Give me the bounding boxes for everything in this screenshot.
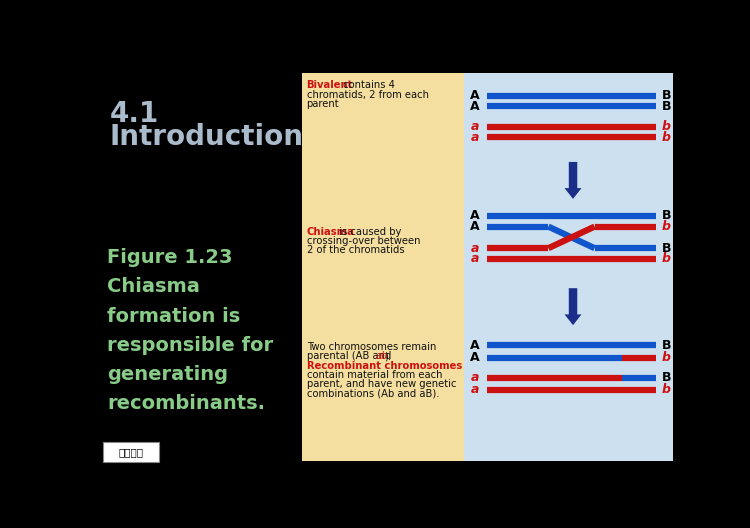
- Text: B: B: [662, 242, 671, 254]
- Text: ab: ab: [376, 351, 388, 361]
- Text: responsible for: responsible for: [107, 336, 273, 355]
- Bar: [302, 73, 464, 460]
- Text: a: a: [471, 242, 479, 254]
- FancyArrow shape: [565, 162, 581, 199]
- Text: a: a: [471, 371, 479, 384]
- Text: a: a: [471, 252, 479, 266]
- Text: crossing-over between: crossing-over between: [307, 236, 420, 246]
- Bar: [104, 442, 159, 462]
- Text: ).: ).: [384, 351, 392, 361]
- Text: recombinants.: recombinants.: [107, 394, 266, 413]
- Text: b: b: [662, 220, 670, 233]
- Text: parent: parent: [307, 99, 339, 109]
- Text: contains 4: contains 4: [340, 80, 395, 90]
- Text: b: b: [662, 131, 670, 144]
- Text: is caused by: is caused by: [336, 227, 401, 237]
- Text: combinations (Ab and aB).: combinations (Ab and aB).: [307, 388, 439, 398]
- Text: A: A: [470, 89, 479, 102]
- Text: b: b: [662, 383, 670, 397]
- Text: a: a: [471, 383, 479, 397]
- Text: chromatids, 2 from each: chromatids, 2 from each: [307, 90, 428, 100]
- Text: B: B: [662, 209, 671, 222]
- Text: A: A: [470, 209, 479, 222]
- Text: b: b: [662, 252, 670, 266]
- Text: B: B: [662, 338, 671, 352]
- Text: Two chromosomes remain: Two chromosomes remain: [307, 342, 436, 352]
- Text: formation is: formation is: [107, 307, 241, 326]
- Text: B: B: [662, 371, 671, 384]
- Text: Chiasma: Chiasma: [107, 277, 200, 296]
- Text: 2 of the chromatids: 2 of the chromatids: [307, 245, 404, 255]
- Text: Introduction: Introduction: [110, 124, 304, 152]
- Text: parental (AB and: parental (AB and: [307, 351, 394, 361]
- Text: Recombinant chromosomes: Recombinant chromosomes: [307, 361, 462, 371]
- Text: Chiasma: Chiasma: [307, 227, 355, 237]
- Text: b: b: [662, 120, 670, 133]
- Bar: [302, 73, 674, 460]
- Text: b: b: [662, 351, 670, 364]
- Text: B: B: [662, 89, 671, 102]
- Text: B: B: [662, 100, 671, 113]
- Text: a: a: [471, 131, 479, 144]
- Text: generating: generating: [107, 365, 228, 384]
- Text: Figure 1.23: Figure 1.23: [107, 248, 232, 267]
- Text: A: A: [470, 338, 479, 352]
- FancyArrow shape: [565, 288, 581, 325]
- Text: A: A: [470, 100, 479, 113]
- Text: A: A: [470, 351, 479, 364]
- Text: parent, and have new genetic: parent, and have new genetic: [307, 379, 456, 389]
- Text: contain material from each: contain material from each: [307, 370, 442, 380]
- Text: Bivalent: Bivalent: [307, 80, 353, 90]
- Text: A: A: [470, 220, 479, 233]
- Text: 4.1: 4.1: [110, 100, 159, 128]
- Text: a: a: [471, 120, 479, 133]
- Text: 清华大学: 清华大学: [118, 448, 143, 457]
